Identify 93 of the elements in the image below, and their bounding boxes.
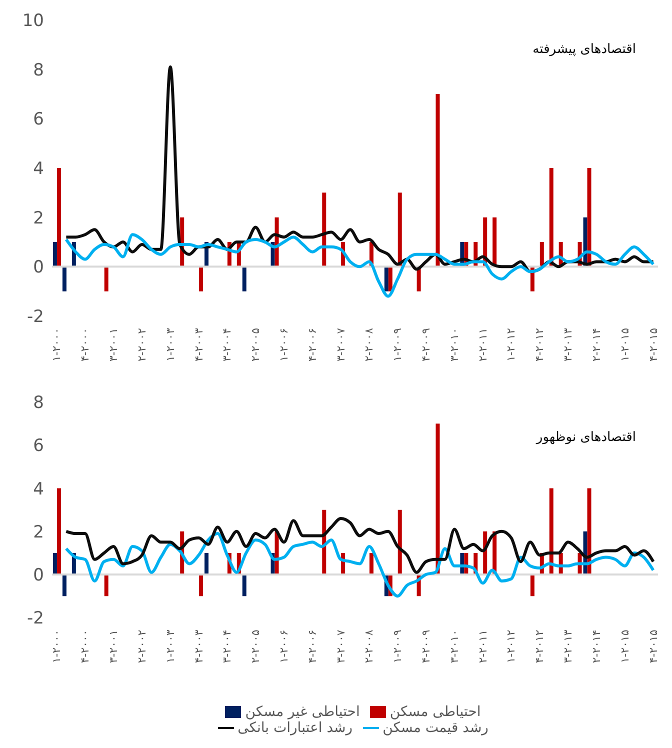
bar	[53, 552, 57, 575]
bar	[62, 574, 66, 596]
bar	[398, 510, 402, 575]
x-tick-label: ۴-۲۰۰۶	[306, 328, 319, 362]
legend-label: احتیاطی مسکن	[390, 704, 481, 720]
x-tick-label: ۲-۲۰۱۱	[476, 328, 490, 362]
x-tick-label: ۳-۲۰۰۱	[107, 328, 120, 362]
y-tick-label: 10	[22, 11, 44, 32]
bar	[242, 574, 246, 596]
x-tick-label: ۲-۲۰۰۲	[135, 630, 148, 664]
y-tick-label: 6	[33, 110, 44, 130]
bar	[384, 266, 388, 292]
y-tick-label: 2	[33, 522, 44, 542]
x-tick-label: ۲-۲۰۱۴	[590, 328, 603, 362]
x-tick-label: ۲-۲۰۱۱	[476, 630, 490, 664]
bar	[199, 574, 204, 596]
y-tick-label: 0	[33, 566, 44, 586]
bar	[104, 266, 108, 292]
x-tick-label: ۲-۲۰۰۸	[362, 630, 376, 664]
line-series	[64, 233, 655, 298]
x-tick-label: ۲-۲۰۰۲	[135, 328, 148, 362]
x-tick-label: ۴-۲۰۰۹	[420, 630, 433, 664]
bar	[242, 266, 246, 292]
text: اقتصادهای پیشرفته	[532, 42, 636, 57]
x-tick-label: ۱-۲۰۰۰	[50, 630, 64, 664]
text: اقتصادهای نوظهور	[536, 430, 636, 445]
x-tick-label: ۳-۲۰۰۴	[220, 328, 234, 362]
x-tick-label: ۳-۲۰۰۷	[334, 630, 348, 664]
y-tick-label: 6	[33, 436, 44, 456]
x-tick-label: ۳-۲۰۱۳	[562, 630, 575, 664]
bar	[530, 574, 534, 596]
x-tick-label: ۲-۲۰۱۴	[590, 630, 603, 664]
x-tick-label: ۳-۲۰۰۱	[107, 630, 120, 664]
bar	[204, 552, 208, 575]
x-tick-label: ۱-۲۰۰۶	[277, 630, 290, 664]
bar	[57, 488, 61, 575]
y-tick-label: 0	[33, 258, 44, 278]
bar	[388, 266, 392, 292]
x-tick-label: ۱-۲۰۱۵	[618, 328, 632, 362]
bar	[549, 168, 554, 267]
bar	[398, 192, 402, 267]
y-tick-label: 8	[33, 393, 44, 414]
bar	[53, 242, 57, 267]
x-tick-label: ۳-۲۰۱۳	[562, 328, 575, 362]
bar	[549, 488, 554, 575]
y-tick-label: 2	[33, 208, 44, 228]
bar	[322, 192, 326, 267]
x-tick-label: ۲-۲۰۰۸	[362, 328, 376, 362]
x-tick-label: ۴-۲۰۱۵	[646, 328, 660, 362]
x-tick-label: ۱-۲۰۰۹	[391, 630, 404, 664]
x-tick-label: ۳-۲۰۱۰	[448, 630, 461, 664]
bar	[540, 242, 544, 267]
x-tick-label: ۴-۲۰۰۹	[420, 328, 433, 362]
x-tick-label: ۴-۲۰۰۳	[192, 328, 206, 362]
x-tick-label: ۴-۲۰۰۳	[192, 630, 206, 664]
bar	[57, 168, 61, 267]
x-tick-label: ۴-۲۰۱۲	[533, 328, 546, 362]
line-series	[64, 532, 655, 598]
y-tick-label: -2	[27, 608, 44, 629]
x-tick-label: ۱-۲۰۱۵	[618, 630, 632, 664]
x-tick-label: ۴-۲۰۰۶	[306, 630, 319, 664]
x-tick-label: ۱-۲۰۱۲	[504, 328, 518, 362]
line-series	[64, 516, 655, 574]
x-tick-label: ۱-۲۰۰۶	[277, 328, 290, 362]
x-tick-label: ۳-۲۰۱۰	[448, 328, 461, 362]
x-tick-label: ۱-۲۰۰۰	[50, 328, 64, 362]
x-tick-label: ۴-۲۰۰۰	[78, 630, 92, 664]
legend-label: رشد اعتبارات بانکی	[238, 720, 353, 736]
y-tick-label: -2	[27, 307, 44, 328]
x-tick-label: ۴-۲۰۱۵	[646, 630, 660, 664]
legend-label: احتیاطی غیر مسکن	[245, 704, 360, 720]
x-tick-label: ۱-۲۰۱۲	[504, 630, 518, 664]
x-tick-label: ۴-۲۰۱۲	[533, 630, 546, 664]
y-tick-label: 4	[33, 479, 44, 500]
legend-label: رشد قیمت مسکن	[382, 720, 488, 736]
bar	[199, 266, 204, 292]
x-tick-label: ۲-۲۰۰۵	[249, 630, 262, 664]
x-tick-label: ۳-۲۰۰۷	[334, 328, 348, 362]
bar	[587, 168, 592, 267]
y-tick-label: 4	[33, 159, 44, 180]
bar	[436, 94, 440, 267]
x-tick-label: ۴-۲۰۰۰	[78, 328, 92, 362]
x-tick-label: ۳-۲۰۰۴	[220, 630, 234, 664]
x-tick-label: ۲-۲۰۰۵	[249, 328, 262, 362]
bar	[369, 552, 374, 575]
y-tick-label: 8	[33, 60, 44, 80]
bar	[587, 488, 592, 575]
bar	[62, 266, 66, 292]
x-tick-label: ۱-۲۰۰۳	[164, 630, 177, 664]
bar	[104, 574, 108, 596]
x-tick-label: ۱-۲۰۰۹	[391, 328, 404, 362]
x-tick-label: ۱-۲۰۰۳	[164, 328, 177, 362]
bar	[436, 424, 440, 575]
